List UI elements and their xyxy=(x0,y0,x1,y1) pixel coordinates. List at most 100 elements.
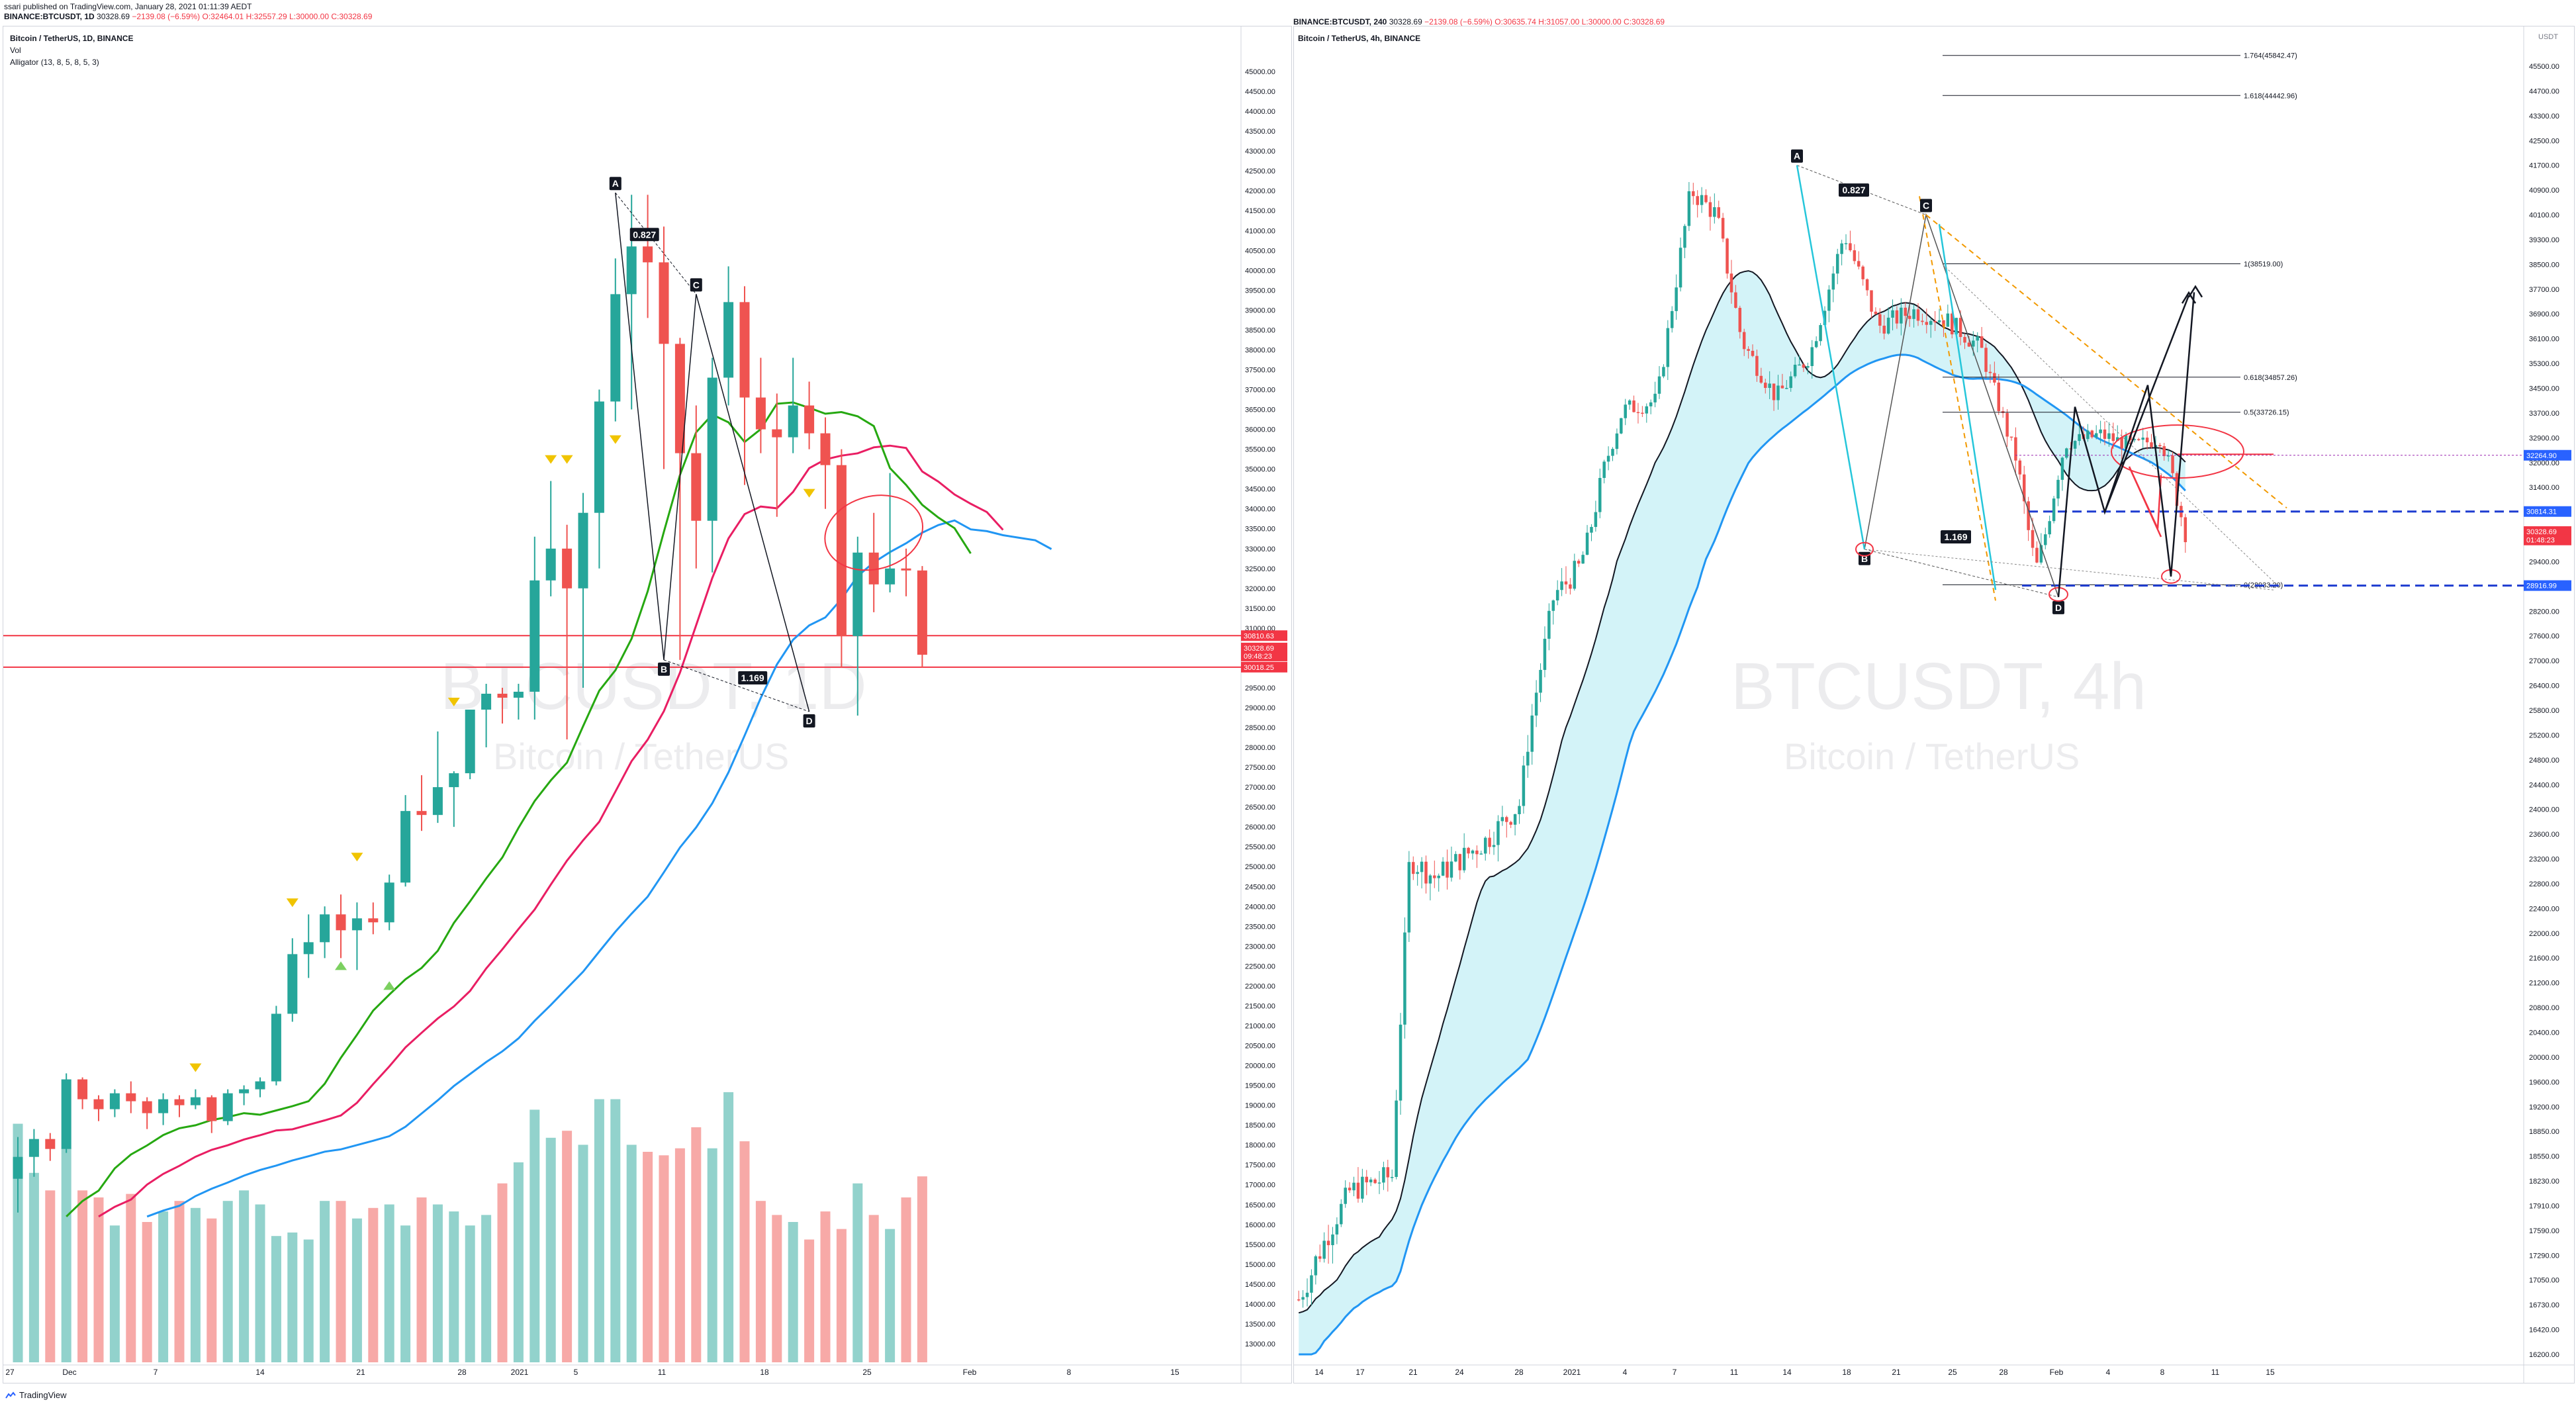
fractal-down-marker xyxy=(447,697,460,706)
candle-body xyxy=(885,568,896,585)
price-tick-label: 27500.00 xyxy=(1245,764,1275,772)
candle-body xyxy=(1344,1188,1347,1204)
right-change: −2139.08 (−6.59%) xyxy=(1424,17,1493,26)
price-tick-label: 42500.00 xyxy=(2529,137,2559,145)
price-tick-label: 40500.00 xyxy=(1245,247,1275,255)
candle-body xyxy=(2014,437,2017,461)
candle-body xyxy=(207,1097,217,1121)
candle-body xyxy=(1399,1024,1403,1101)
volume-bar xyxy=(901,1197,911,1362)
candle-body xyxy=(1666,328,1670,367)
price-tick-label: 24500.00 xyxy=(1245,883,1275,891)
price-tick-label: 17500.00 xyxy=(1245,1162,1275,1170)
candle-body xyxy=(2184,517,2187,543)
candle-body xyxy=(1657,376,1661,394)
candle-body xyxy=(1789,376,1792,389)
volume-bar xyxy=(594,1099,604,1362)
candle-body xyxy=(400,811,411,883)
candle-body xyxy=(432,787,443,816)
price-tick-label: 24800.00 xyxy=(2529,757,2559,765)
left-chart-panel[interactable]: Bitcoin / TetherUS, 1D, BINANCE Vol Alli… xyxy=(3,26,1292,1383)
candle-body xyxy=(2027,501,2030,530)
volume-bar xyxy=(303,1239,314,1362)
right-symbol: BINANCE:BTCUSDT, 240 xyxy=(1293,17,1387,26)
candle-body xyxy=(336,914,346,931)
volume-bar xyxy=(562,1131,573,1362)
volume-bar xyxy=(465,1225,475,1362)
candle-body xyxy=(1738,308,1742,332)
candle-body xyxy=(2158,445,2162,447)
candle-body xyxy=(222,1093,233,1121)
candle-body xyxy=(1951,313,1954,335)
candle-body xyxy=(2120,437,2123,449)
candle-body xyxy=(1704,195,1708,203)
candle-body xyxy=(1365,1176,1369,1183)
time-tick-label: 5 xyxy=(574,1368,578,1377)
price-tick-label: 27000.00 xyxy=(1245,784,1275,792)
candle-body xyxy=(45,1139,56,1149)
volume-bar xyxy=(174,1201,185,1362)
price-tick-label: 33500.00 xyxy=(1245,526,1275,534)
left-chart-canvas[interactable]: 13000.00 13500.00 14000.00 14500.00 15000.00… xyxy=(3,26,1291,1383)
time-tick-label: 15 xyxy=(2266,1368,2275,1377)
candle-body xyxy=(1806,365,1810,368)
price-tick-label: 29500.00 xyxy=(1245,684,1275,692)
time-tick-label: 14 xyxy=(1314,1368,1324,1377)
candle-body xyxy=(13,1156,23,1179)
candle-body xyxy=(1886,317,1890,334)
red-projection-line xyxy=(2128,466,2162,538)
candle-body xyxy=(545,548,556,581)
candle-body xyxy=(2150,442,2153,447)
candle-body xyxy=(1331,1234,1334,1246)
candle-body xyxy=(1433,875,1436,878)
candle-body xyxy=(1462,847,1466,870)
candle-body xyxy=(1420,861,1424,872)
usdt-label: USDT xyxy=(2538,33,2558,41)
footer-brand-label: TradingView xyxy=(19,1390,67,1400)
candle-body xyxy=(723,302,734,378)
price-tick-label: 24000.00 xyxy=(1245,903,1275,911)
price-tick-label: 41000.00 xyxy=(1245,227,1275,235)
fib-level-label: 0.618(34857.26) xyxy=(2244,374,2297,382)
right-chart-panel[interactable]: Bitcoin / TetherUS, 4h, BINANCE BTCUSDT,… xyxy=(1293,26,2575,1383)
right-chart-canvas[interactable]: 16200.00 16420.00 16730.00 17050.00 17290.00… xyxy=(1294,26,2574,1383)
candle-body xyxy=(2031,530,2035,548)
pattern-label-a-box xyxy=(1791,149,1803,163)
candle-body xyxy=(659,262,669,344)
volume-bar xyxy=(45,1190,56,1362)
candle-body xyxy=(2060,457,2064,480)
price-tick-label: 32900.00 xyxy=(2529,434,2559,442)
price-tick-label: 44000.00 xyxy=(1245,108,1275,116)
price-tick-label: 21600.00 xyxy=(2529,955,2559,962)
candle-body xyxy=(1416,872,1419,874)
candle-body xyxy=(1972,340,1975,347)
candle-body xyxy=(287,954,298,1014)
volume-bar xyxy=(917,1176,927,1362)
candle-body xyxy=(174,1099,185,1105)
candle-body xyxy=(1594,512,1598,528)
candle-body xyxy=(1590,527,1593,533)
candle-body xyxy=(1955,318,1958,335)
price-tick-label: 28000.00 xyxy=(1245,744,1275,752)
candle-body xyxy=(2166,455,2170,457)
price-tick-label: 20800.00 xyxy=(2529,1004,2559,1012)
pattern-label-d: D xyxy=(2055,602,2062,613)
time-tick-label: Feb xyxy=(963,1368,977,1377)
volume-bar xyxy=(626,1145,637,1362)
candle-body xyxy=(2124,435,2128,449)
price-tick-label: 28500.00 xyxy=(1245,724,1275,732)
candle-body xyxy=(1768,383,1771,388)
price-tag-box xyxy=(1241,630,1287,641)
highlight-ellipse xyxy=(824,494,924,571)
price-tick-label: 34500.00 xyxy=(1245,486,1275,494)
footer-brand[interactable]: TradingView xyxy=(5,1390,67,1400)
ratio-label-1169: 1.169 xyxy=(741,673,764,683)
price-tick-label: 22400.00 xyxy=(2529,905,2559,913)
change: −2139.08 (−6.59%) xyxy=(132,12,201,21)
price-tick-label: 22000.00 xyxy=(2529,930,2559,938)
price-tick-label: 42000.00 xyxy=(1245,187,1275,195)
candle-body xyxy=(1759,375,1763,383)
candle-body xyxy=(303,942,314,955)
volume-bar xyxy=(529,1109,540,1362)
alligator-jaw-line xyxy=(146,519,1052,1218)
